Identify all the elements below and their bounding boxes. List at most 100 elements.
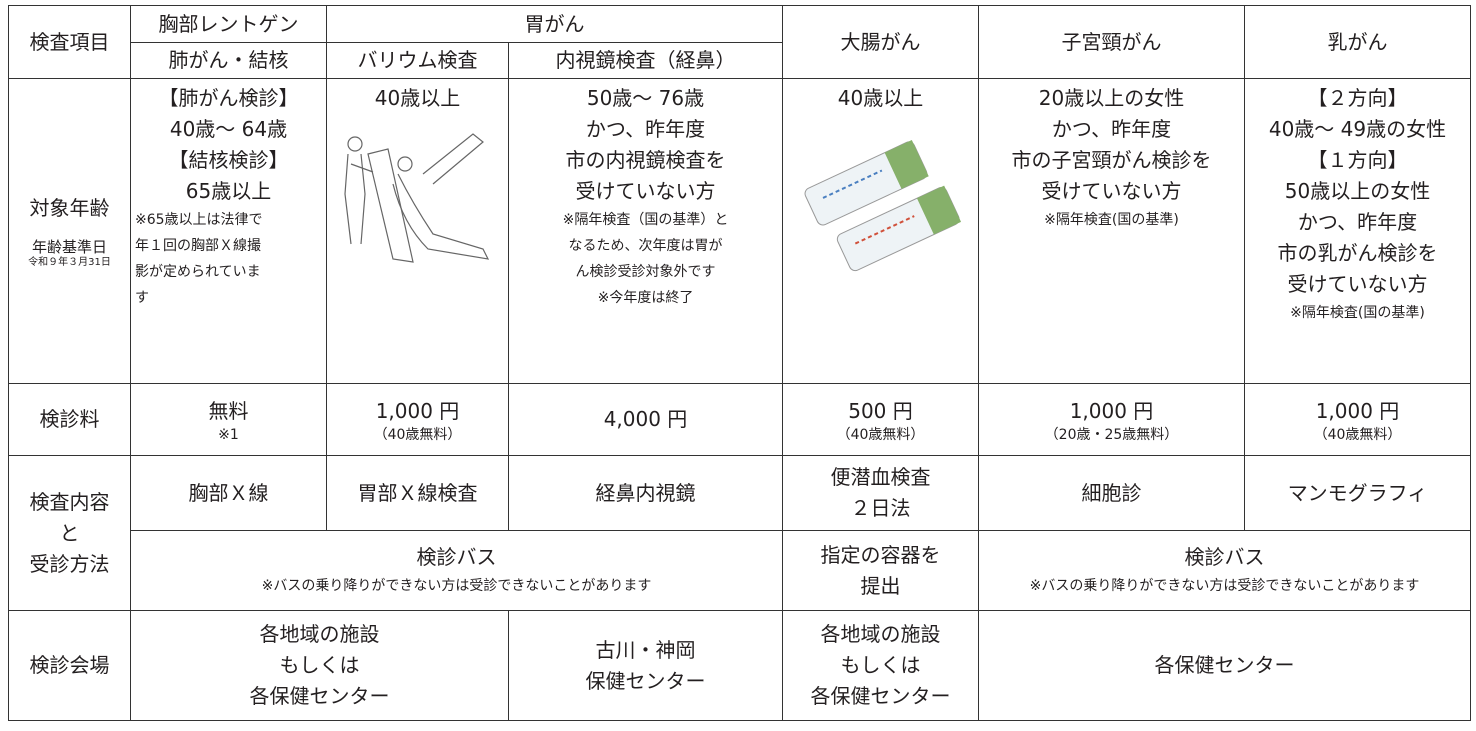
- main-line: 便潜血検査: [830, 465, 931, 489]
- main-line: 【１方向】: [1307, 148, 1408, 172]
- main-line: 検診料: [39, 407, 100, 431]
- date-line: 令和９年３月31日: [28, 256, 111, 268]
- main-line: 保健センター: [585, 668, 706, 693]
- header-cell: 大腸がん: [782, 5, 979, 79]
- main-line: かつ、昨年度: [1297, 210, 1418, 234]
- main-line: かつ、昨年度: [1051, 117, 1172, 141]
- main-line: 市の内視鏡検査を: [565, 148, 726, 172]
- main-line: 受診方法: [29, 551, 110, 576]
- header-cell: 胸部レントゲン: [130, 5, 327, 43]
- cell: 細胞診: [978, 455, 1245, 531]
- note-line: なるため、次年度は胃が: [568, 238, 723, 254]
- main-line: 40歳以上: [374, 86, 461, 110]
- header-cell: 内視鏡検査（経鼻）: [508, 42, 783, 79]
- note-line: （40歳無料）: [1313, 427, 1402, 443]
- header-cell: 乳がん: [1244, 5, 1471, 79]
- cell: 1,000 円 （40歳無料）: [1244, 383, 1471, 456]
- cell: 1,000 円 （20歳・25歳無料）: [978, 383, 1245, 456]
- header-cell: 子宮頸がん: [978, 5, 1245, 79]
- main-line: 1,000 円: [1069, 399, 1154, 423]
- main-line: 市の乳がん検診を: [1277, 241, 1438, 265]
- main-line: 検診バス: [1184, 545, 1265, 569]
- cell: 検査内容と受診方法: [8, 455, 131, 611]
- main-line: 古川・神岡: [595, 637, 696, 662]
- main-line: 検診会場: [29, 653, 110, 677]
- header-cell: 検査項目: [8, 5, 131, 79]
- cell: 4,000 円: [508, 383, 783, 456]
- note-line: ※バスの乗り降りができない方は受診できないことがあります: [261, 578, 652, 594]
- main-line: 胃部Ｘ線検査: [357, 480, 478, 505]
- note-line: （40歳無料）: [373, 427, 462, 443]
- cell: 検診バス ※バスの乗り降りができない方は受診できないことがあります: [130, 530, 783, 611]
- header-cell: 肺がん・結核: [130, 42, 327, 79]
- note-line: す: [135, 290, 149, 306]
- main-line: ２日法: [850, 496, 911, 520]
- main-line: 40歳以上: [837, 86, 924, 110]
- note-line: ※隔年検査(国の基準): [1290, 305, 1425, 321]
- cell: 1,000 円 （40歳無料）: [326, 383, 509, 456]
- main-line: 細胞診: [1081, 480, 1142, 505]
- main-line: 受けていない方: [575, 179, 716, 203]
- note-line: ※今年度は終了: [597, 290, 694, 306]
- note-line: （40歳無料）: [836, 427, 925, 443]
- cell: 胃部Ｘ線検査: [326, 455, 509, 531]
- main-line: 検診バス: [416, 545, 497, 569]
- cell: 検診料: [8, 383, 131, 456]
- main-line: 提出: [860, 573, 901, 598]
- header-cell: バリウム検査: [326, 42, 509, 79]
- cell: 500 円 （40歳無料）: [782, 383, 979, 456]
- cell: 各地域の施設 もしくは各保健センター: [130, 610, 509, 721]
- main-line: 500 円: [848, 399, 913, 423]
- cell: 各保健センター: [978, 610, 1471, 721]
- screening-table: 検査項目 胸部レントゲン 胃がん 大腸がん 子宮頸がん 乳がん 肺がん・結核 バリウム検査内…: [8, 5, 1471, 721]
- main-line: 市の子宮頸がん検診を: [1011, 148, 1212, 172]
- note-line: ※バスの乗り降りができない方は受診できないことがあります: [1029, 578, 1420, 594]
- main-line: 65歳以上: [185, 179, 272, 203]
- cell: 検診会場: [8, 610, 131, 721]
- main-line: と: [59, 520, 80, 545]
- header-cell: 胃がん: [326, 5, 783, 43]
- main-line: 各保健センター: [249, 684, 390, 708]
- cell: 40歳以上: [326, 78, 509, 384]
- main-line: 無料: [208, 399, 249, 423]
- main-line: 【結核検診】: [168, 148, 289, 172]
- main-line: 各地域の施設: [259, 622, 380, 646]
- main-line: 20歳以上の女性: [1038, 86, 1185, 110]
- main-line: もしくは: [279, 653, 360, 677]
- note-line: ※1: [218, 427, 239, 443]
- cell: 指定の容器を 提出: [782, 530, 979, 611]
- cell: 便潜血検査 ２日法: [782, 455, 979, 531]
- main-line: 50歳以上の女性: [1284, 179, 1431, 203]
- main-line: 受けていない方: [1041, 179, 1182, 203]
- main-line: マンモグラフィ: [1287, 480, 1428, 505]
- main-line: 各地域の施設: [820, 622, 941, 646]
- cell: 40歳以上: [782, 78, 979, 384]
- cell: 20歳以上の女性 かつ、昨年度 市の子宮頸がん検診を 受けていない方 ※隔年検査(国の基…: [978, 78, 1245, 384]
- cell: 無料 ※1: [130, 383, 327, 456]
- note-line: 年１回の胸部Ｘ線撮: [135, 238, 261, 254]
- main-line: かつ、昨年度: [585, 117, 706, 141]
- cell: マンモグラフィ: [1244, 455, 1471, 531]
- cell: 検診バス ※バスの乗り降りができない方は受診できないことがあります: [978, 530, 1471, 611]
- cell: 50歳～ 76歳 かつ、昨年度 市の内視鏡検査を 受けていない方 ※隔年検査（国の基準）…: [508, 78, 783, 384]
- main-line: 各保健センター: [1154, 653, 1295, 677]
- note-line: ※隔年検査（国の基準）と: [562, 212, 729, 228]
- main-line: 【２方向】: [1307, 86, 1408, 110]
- main-line: もしくは: [840, 653, 921, 677]
- container-illustration: [804, 139, 961, 272]
- note-line: 影が定められていま: [135, 264, 261, 280]
- main-line: 検査内容: [29, 489, 110, 514]
- main-line: 受けていない方: [1287, 272, 1428, 296]
- main-line: 1,000 円: [1315, 399, 1400, 423]
- cell: 【肺がん検診】 40歳～ 64歳 【結核検診】 65歳以上 ※65歳以上は法律で 年１回の…: [130, 78, 327, 384]
- main-line: 1,000 円: [375, 399, 460, 423]
- main-line: 対象年齢: [29, 195, 110, 220]
- cell: 胸部Ｘ線: [130, 455, 327, 531]
- cell: 対象年齢 年齢基準日 令和９年３月31日: [8, 78, 131, 384]
- main-line: 40歳～ 49歳の女性: [1268, 117, 1447, 141]
- cell: 各地域の施設 もしくは各保健センター: [782, 610, 979, 721]
- main-line: 指定の容器を: [820, 542, 941, 567]
- cell: 【２方向】 40歳～ 49歳の女性 【１方向】 50歳以上の女性 かつ、昨年度 市の乳がん…: [1244, 78, 1471, 384]
- main-line: 各保健センター: [810, 684, 951, 708]
